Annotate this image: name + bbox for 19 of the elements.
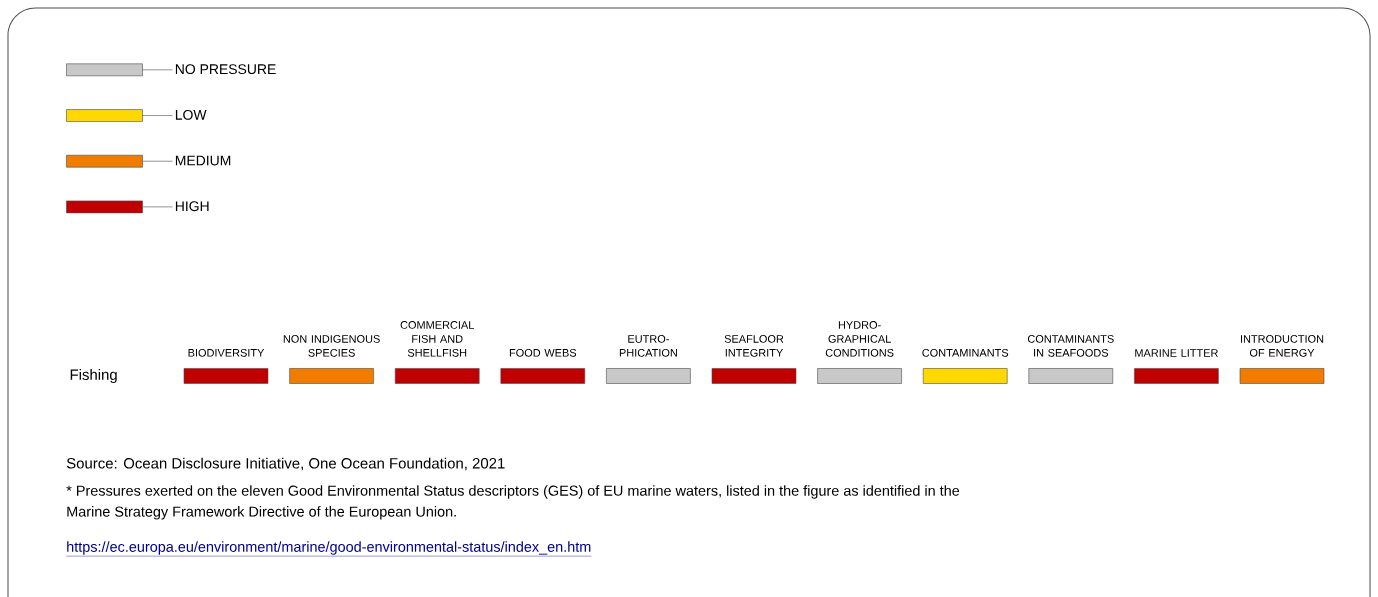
text: https://ec.europa.eu/environment/marine/good-environmental-status/index_en.htm bbox=[67, 541, 591, 555]
legend-label: NO PRESSURE bbox=[175, 64, 276, 75]
x-tick-label: MARINE LITTER bbox=[1135, 349, 1218, 357]
legend-label: HIGH bbox=[175, 201, 209, 212]
legend-label: LOW bbox=[175, 109, 207, 120]
x-tick-label: FOOD WEBS bbox=[509, 348, 577, 357]
x-tick-label: HYDRO-GRAPHICAL CONDITIONS bbox=[825, 321, 894, 357]
x-tick-label: CONTAMINANTS bbox=[922, 348, 1009, 357]
x-tick-label: BIODIVERSITY bbox=[188, 348, 265, 357]
x-tick-label: NON INDIGENOUS SPECIES bbox=[283, 335, 380, 357]
x-tick-label: SEAFLOOR INTEGRITY bbox=[724, 335, 784, 357]
x-tick-label: INTRODUCTION OF ENERGY bbox=[1241, 335, 1324, 357]
y-axis-title: Fishing bbox=[70, 369, 117, 383]
legend-label: MEDIUM bbox=[175, 155, 231, 166]
x-tick-label: CONTAMINANTS IN SEAFOODS bbox=[1027, 335, 1114, 357]
x-tick-label: COMMERCIAL FISH AND SHELLFISH bbox=[400, 321, 474, 357]
source-note: Source: Ocean Disclosure Initiative, One Ocean Foundation, 2021 bbox=[66, 457, 505, 471]
text: * Pressures exerted on the eleven Good Environmental Status descriptors (GES) of EU marine waters, listed in the figure as identified in the Marine Strategy Framework Directive of the European Union. bbox=[66, 485, 960, 520]
x-tick-label: EUTRO-PHICATION bbox=[619, 335, 677, 357]
